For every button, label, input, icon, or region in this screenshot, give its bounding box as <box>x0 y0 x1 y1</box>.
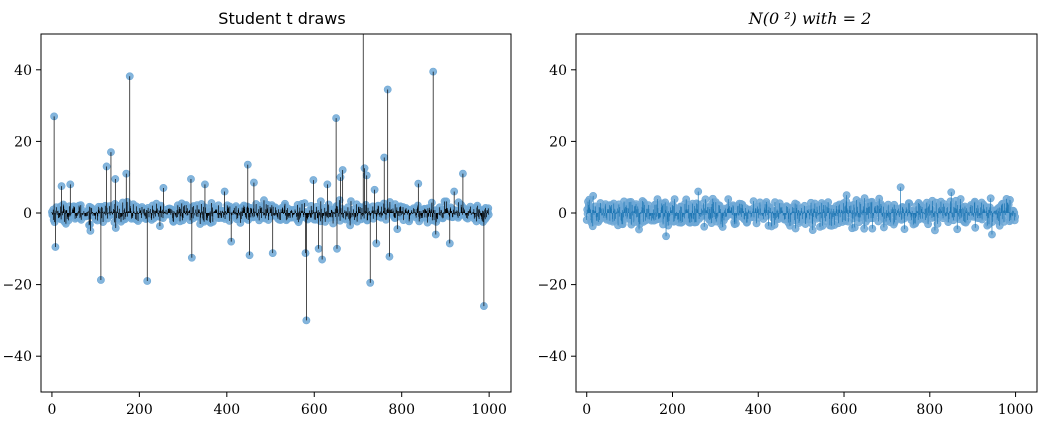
x-tick-label: 0 <box>47 402 56 418</box>
y-tick-label: 20 <box>549 134 567 150</box>
y-tick-label: −20 <box>537 278 567 294</box>
x-tick-label: 800 <box>388 402 415 418</box>
student-t-marks <box>48 34 493 325</box>
y-tick-label: 0 <box>558 206 567 222</box>
normal-panel: N(0 ²) with = 2 0 200 400 600 800 1000 40200−… <box>537 9 1038 418</box>
y-tick-label: −40 <box>2 349 32 365</box>
x-tick-label: 400 <box>213 402 240 418</box>
y-tick-label: 20 <box>14 134 32 150</box>
student-t-x-axis: 0 200 400 600 800 1000 <box>47 392 507 418</box>
y-tick-label: −20 <box>2 278 32 294</box>
y-tick-label: 0 <box>23 206 32 222</box>
normal-axes-frame <box>575 33 1038 393</box>
y-tick-label: 40 <box>14 63 32 79</box>
normal-title: N(0 ²) with = 2 <box>748 9 872 28</box>
y-tick-label: −40 <box>537 349 567 365</box>
x-tick-label: 1000 <box>471 402 507 418</box>
student-t-axes-frame <box>40 33 512 393</box>
student-t-y-axis: 40 20 0 −20 −40 <box>2 63 41 365</box>
normal-y-axis: 40 20 0 −20 −40 <box>537 63 576 365</box>
normal-marks <box>582 183 1020 241</box>
x-tick-label: 200 <box>659 402 686 418</box>
x-tick-label: 600 <box>301 402 328 418</box>
data-point <box>361 34 365 35</box>
x-tick-label: 600 <box>831 402 858 418</box>
x-tick-label: 1000 <box>998 402 1034 418</box>
x-tick-label: 800 <box>916 402 943 418</box>
x-tick-label: 200 <box>126 402 153 418</box>
y-tick-label: 40 <box>549 63 567 79</box>
student-t-title: Student t draws <box>218 9 345 28</box>
x-tick-label: 0 <box>582 402 591 418</box>
student-t-panel: Student t draws 0 200 400 600 800 1000 40200−… <box>2 9 512 418</box>
normal-x-axis: 0 200 400 600 800 1000 <box>582 392 1033 418</box>
x-tick-label: 400 <box>745 402 772 418</box>
